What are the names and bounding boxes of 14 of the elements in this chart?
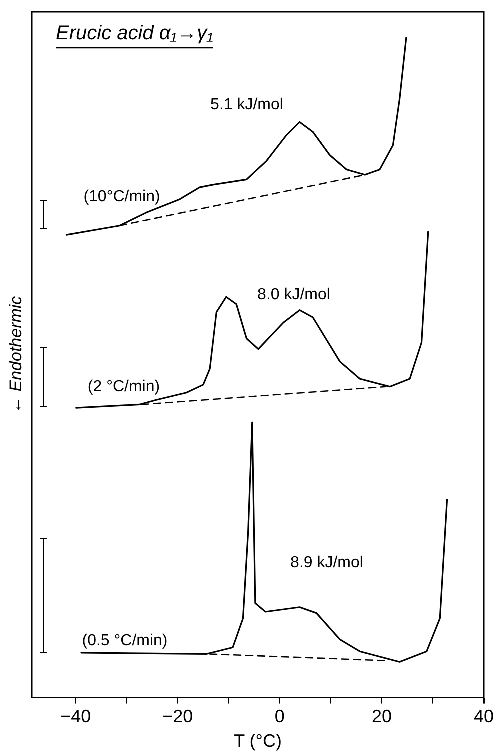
annotation: 8.0 kJ/mol bbox=[258, 286, 330, 304]
x-tick-label: −20 bbox=[162, 706, 194, 727]
chart-title: Erucic acid α₁→γ₁ bbox=[56, 22, 214, 45]
annotation: (10°C/min) bbox=[84, 188, 160, 206]
annotation: 8.9 kJ/mol bbox=[290, 554, 364, 572]
x-tick-label: −40 bbox=[60, 706, 92, 727]
x-tick-label: 40 bbox=[474, 706, 494, 727]
annotation: (2 °C/min) bbox=[88, 378, 160, 396]
x-tick-label: 20 bbox=[372, 706, 392, 727]
y-axis-title: ← Endothermic bbox=[6, 296, 26, 414]
annotation: 5.1 kJ/mol bbox=[210, 96, 284, 114]
x-axis-title: T (°C) bbox=[234, 731, 282, 752]
annotation: (0.5 °C/min) bbox=[82, 632, 168, 650]
x-tick-label: 0 bbox=[274, 706, 285, 727]
